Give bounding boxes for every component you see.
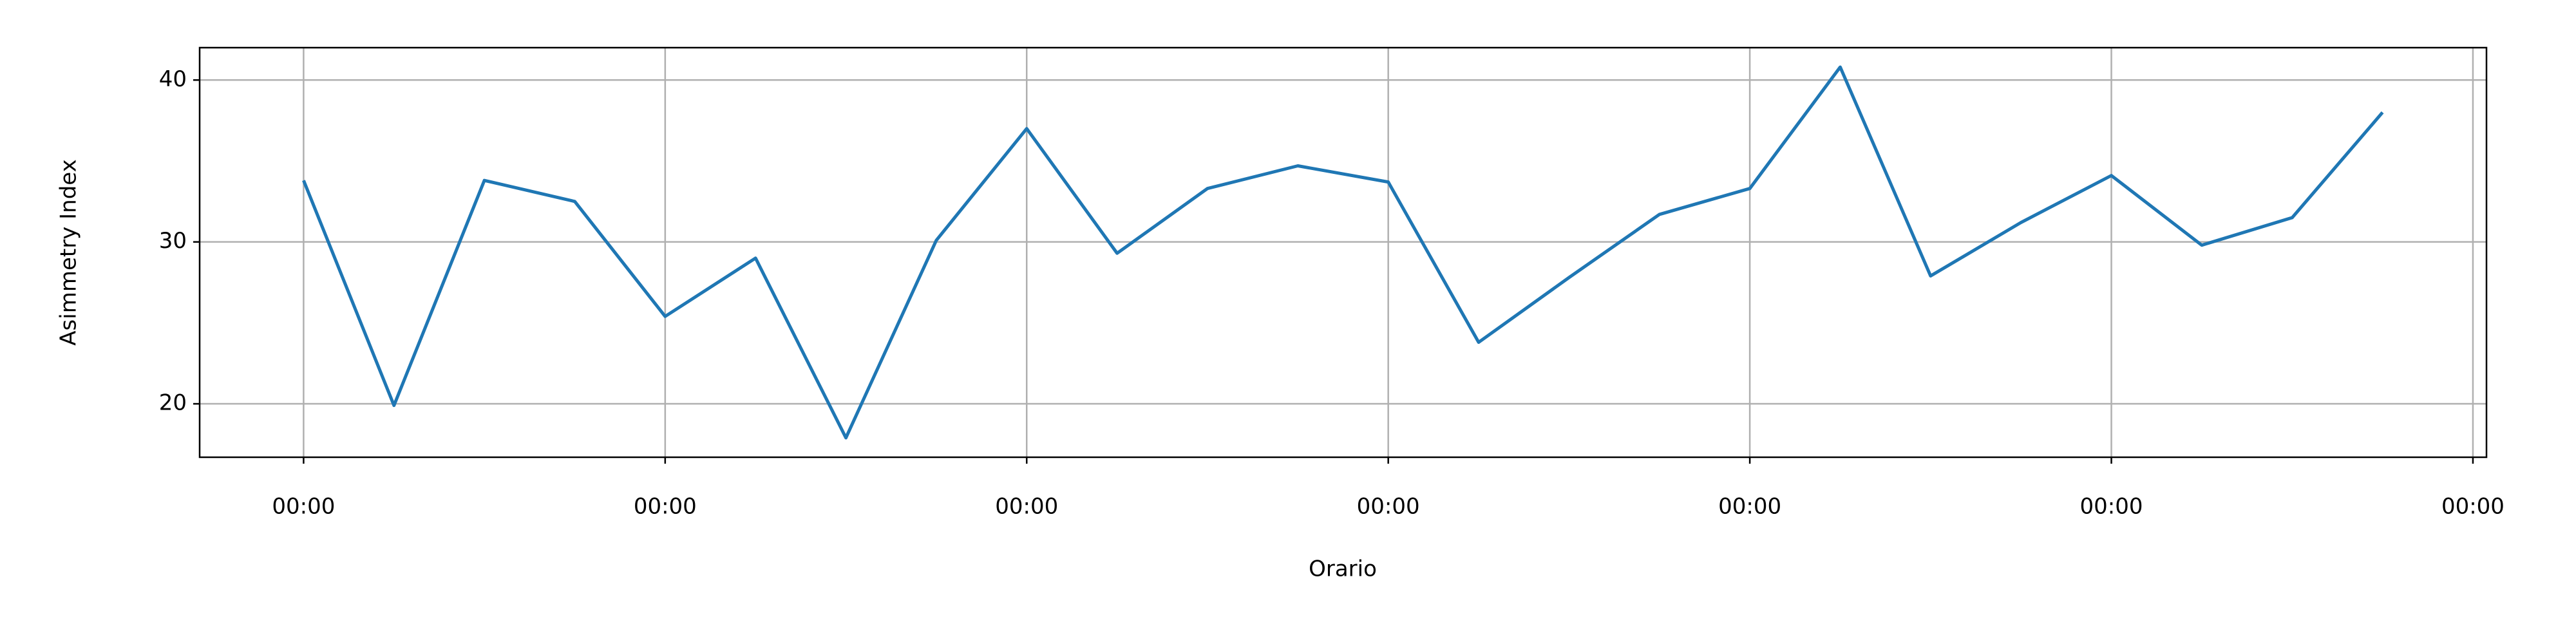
x-tick-label: 00:00: [634, 494, 697, 520]
x-tick-label: 00:00: [2080, 494, 2143, 520]
y-tick-label: 30: [159, 228, 187, 254]
x-tick-label: 00:00: [2441, 494, 2505, 520]
y-axis-label: Asimmetry Index: [56, 159, 82, 345]
y-tick-label: 20: [159, 390, 187, 416]
y-tick-label: 40: [159, 66, 187, 92]
x-tick-label: 00:00: [1718, 494, 1781, 520]
x-tick-label: 00:00: [272, 494, 335, 520]
x-tick-label: 00:00: [1357, 494, 1420, 520]
x-axis-label: Orario: [1309, 556, 1377, 582]
x-tick-label: 00:00: [995, 494, 1058, 520]
plot-frame: [198, 46, 2488, 459]
line-series: [302, 65, 2384, 440]
